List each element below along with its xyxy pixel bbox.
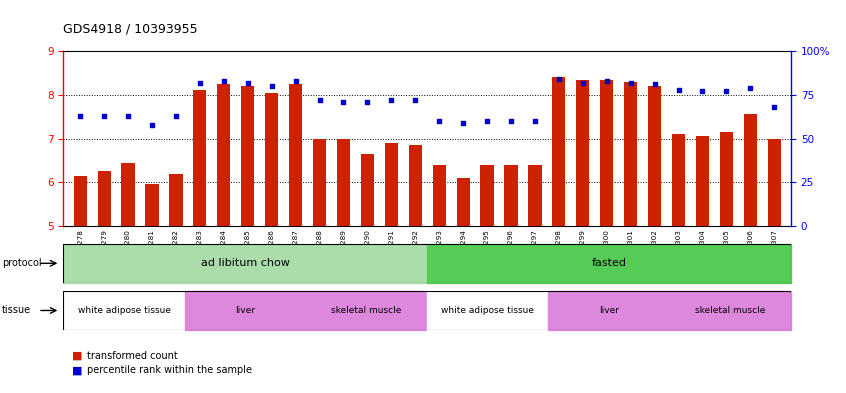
Point [193,79,206,86]
Bar [529,165,541,226]
Bar [217,84,230,226]
Bar [74,176,87,226]
Text: fasted: fasted [591,258,627,268]
Bar [63,244,427,283]
Point [528,118,541,124]
Bar [184,291,306,330]
Bar [241,86,255,226]
Point [456,119,470,126]
Point [481,118,494,124]
Point [720,88,733,94]
Bar [481,165,494,226]
Bar [313,140,326,226]
Point [744,84,757,91]
Bar [122,163,135,226]
Text: skeletal muscle: skeletal muscle [332,306,402,315]
Bar [337,138,350,226]
Point [385,97,398,103]
Bar [600,79,613,226]
Point [648,81,662,88]
Bar [63,291,791,330]
Point [409,97,422,103]
Bar [306,291,427,330]
Bar [427,291,548,330]
Point [600,78,613,84]
Bar [289,84,302,226]
Text: liver: liver [599,306,619,315]
Point [241,79,255,86]
Bar [504,165,518,226]
Bar [624,82,637,226]
Text: tissue: tissue [2,305,30,316]
Point [74,113,87,119]
Text: percentile rank within the sample: percentile rank within the sample [87,365,252,375]
Bar [193,90,206,226]
Bar [427,244,791,283]
Bar [63,244,791,283]
Point [672,86,685,93]
Text: GDS4918 / 10393955: GDS4918 / 10393955 [63,22,198,35]
Bar [97,171,111,226]
Point [576,79,590,86]
Point [624,79,637,86]
Bar [576,79,590,226]
Bar [720,132,733,226]
Point [337,99,350,105]
Bar [670,291,791,330]
Bar [767,138,781,226]
Point [695,88,709,94]
Point [504,118,518,124]
Bar [409,145,422,226]
Bar [672,134,685,226]
Text: transformed count: transformed count [87,351,178,361]
Bar [385,143,398,226]
Point [265,83,278,89]
Bar [265,93,278,226]
Point [360,99,374,105]
Point [121,113,135,119]
Point [767,104,781,110]
Bar [169,173,183,226]
Point [552,76,566,82]
Bar [696,136,709,226]
Bar [648,86,662,226]
Bar [146,184,158,226]
Text: liver: liver [235,306,255,315]
Text: protocol: protocol [2,258,41,268]
Text: skeletal muscle: skeletal muscle [695,306,766,315]
Point [97,113,111,119]
Point [169,113,183,119]
Bar [432,165,446,226]
Bar [744,114,757,226]
Bar [63,291,184,330]
Bar [360,154,374,226]
Text: ad libitum chow: ad libitum chow [201,258,290,268]
Bar [548,291,670,330]
Text: white adipose tissue: white adipose tissue [78,306,171,315]
Point [432,118,446,124]
Point [288,78,302,84]
Text: ■: ■ [72,351,82,361]
Point [146,121,159,128]
Text: white adipose tissue: white adipose tissue [442,306,535,315]
Bar [457,178,470,226]
Point [313,97,327,103]
Point [217,78,231,84]
Text: ■: ■ [72,365,82,375]
Bar [552,77,565,226]
